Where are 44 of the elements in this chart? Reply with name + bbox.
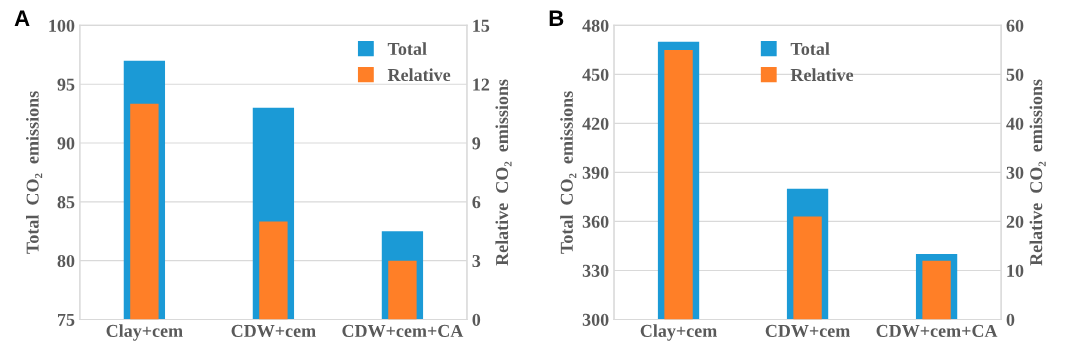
y-axis-title: Total CO₂ emissions [26, 91, 43, 254]
bar [259, 221, 288, 320]
y2-tick-label: 0 [472, 313, 481, 326]
y-tick-label: 480 [582, 19, 609, 32]
y-tick-label: 420 [582, 117, 609, 130]
y2-tick-label: 0 [1006, 313, 1015, 326]
y2-tick-label: 15 [473, 19, 490, 32]
y2-axis-title: Relative CO₂ emissions [495, 79, 512, 266]
y-axis-title: Total CO₂ emissions [560, 91, 577, 254]
y-tick-label: 100 [49, 19, 75, 32]
legend-label: Relative [387, 68, 451, 82]
y-tick-label: 95 [57, 78, 75, 91]
legend-label: Relative [790, 68, 854, 82]
y-tick-label: 80 [57, 254, 75, 268]
chart-title: A [14, 10, 30, 26]
y2-tick-label: 40 [1006, 117, 1024, 130]
y-tick-label: 90 [57, 137, 75, 150]
x-tick-label: Clay+cem [106, 324, 183, 341]
y2-axis-title: Relative CO₂ emissions [1029, 79, 1046, 266]
y2-tick-label: 60 [1006, 19, 1024, 32]
y2-tick-label: 10 [1007, 264, 1024, 277]
y-tick-label: 360 [582, 215, 609, 228]
x-tick-label: CDW+cem+CA [342, 324, 464, 338]
y2-tick-label: 12 [473, 78, 490, 91]
y-tick-label: 75 [57, 313, 75, 326]
legend-label: Total [387, 42, 427, 56]
chart-title: B [549, 10, 564, 26]
y-tick-label: 450 [582, 68, 609, 81]
y2-tick-label: 3 [472, 254, 481, 268]
legend-label: Total [790, 42, 830, 56]
y2-tick-label: 20 [1006, 215, 1024, 228]
y2-tick-label: 9 [472, 137, 481, 150]
y-tick-label: 390 [582, 166, 609, 179]
x-tick-label: CDW+cem [231, 324, 316, 338]
bar [388, 260, 417, 320]
y-tick-label: 85 [57, 196, 75, 209]
x-tick-label: CDW+cem [765, 324, 850, 338]
y2-tick-label: 30 [1006, 166, 1024, 179]
y2-tick-label: 50 [1006, 68, 1024, 81]
y-tick-label: 300 [582, 313, 609, 326]
y-tick-label: 330 [582, 264, 609, 277]
y2-tick-label: 6 [472, 196, 481, 209]
x-tick-label: Clay+cem [640, 324, 717, 341]
x-tick-label: CDW+cem+CA [876, 324, 998, 338]
